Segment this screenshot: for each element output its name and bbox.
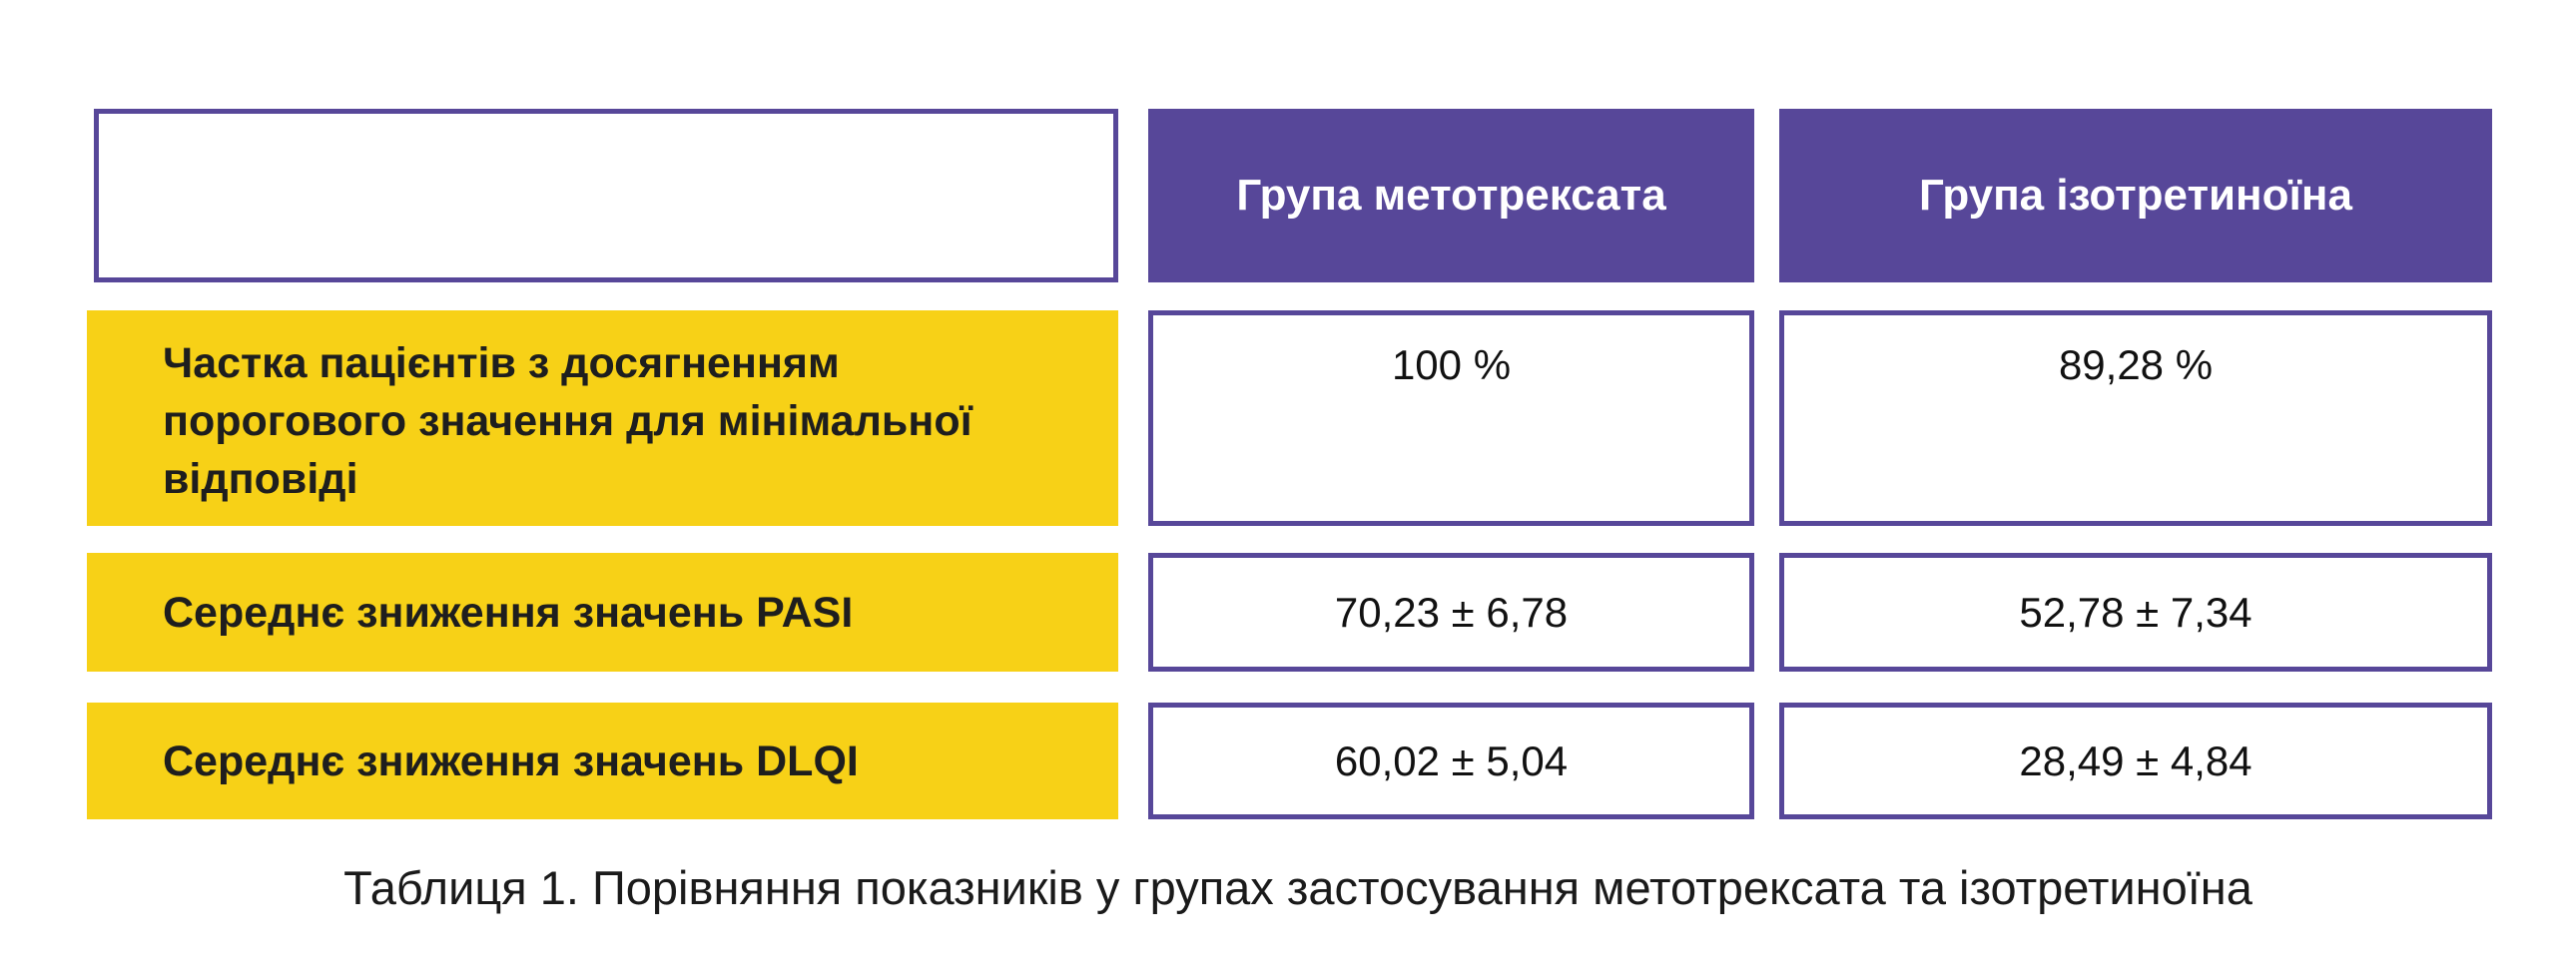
row-label-pasi: Середнє зниження значень PASI bbox=[87, 553, 1118, 672]
row-label-response-share: Частка пацієнтів з досягненням пороговог… bbox=[87, 310, 1118, 526]
header-empty-cell bbox=[94, 109, 1118, 282]
value-cell: 60,02 ± 5,04 bbox=[1148, 703, 1754, 819]
value-cell: 52,78 ± 7,34 bbox=[1779, 553, 2492, 672]
header-methotrexate: Група метотрексата bbox=[1148, 109, 1754, 282]
value-cell: 28,49 ± 4,84 bbox=[1779, 703, 2492, 819]
value-cell: 70,23 ± 6,78 bbox=[1148, 553, 1754, 672]
table-caption: Таблиця 1. Порівняння показників у група… bbox=[343, 861, 2253, 914]
value-cell: 100 % bbox=[1148, 310, 1754, 526]
header-isotretinoin: Група ізотретиноїна bbox=[1779, 109, 2492, 282]
row-label-dlqi: Середнє зниження значень DLQI bbox=[87, 703, 1118, 819]
value-cell: 89,28 % bbox=[1779, 310, 2492, 526]
row-label-text: Частка пацієнтів з досягненням пороговог… bbox=[163, 339, 972, 503]
